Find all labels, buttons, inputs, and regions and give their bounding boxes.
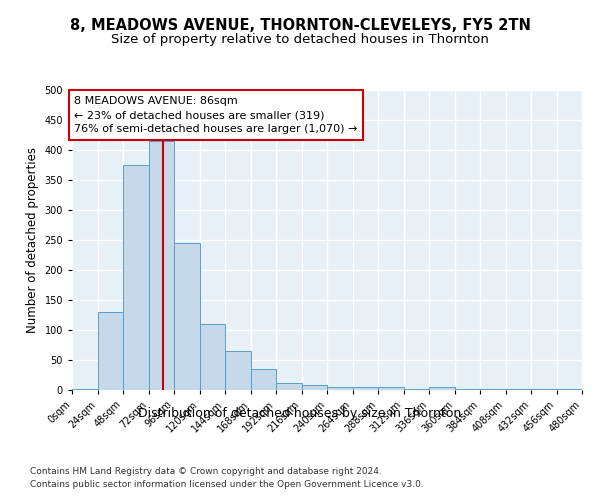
Bar [327,387,353,390]
Bar [174,243,199,390]
Text: 8, MEADOWS AVENUE, THORNTON-CLEVELEYS, FY5 2TN: 8, MEADOWS AVENUE, THORNTON-CLEVELEYS, F… [70,18,530,32]
Bar [225,351,251,390]
Text: Contains public sector information licensed under the Open Government Licence v3: Contains public sector information licen… [30,480,424,489]
Text: 8 MEADOWS AVENUE: 86sqm
← 23% of detached houses are smaller (319)
76% of semi-d: 8 MEADOWS AVENUE: 86sqm ← 23% of detache… [74,96,358,134]
Bar [123,165,149,390]
Bar [480,389,505,390]
Bar [251,369,276,390]
Bar [455,389,480,390]
Bar [557,389,582,390]
Bar [302,385,327,390]
Text: Contains HM Land Registry data © Crown copyright and database right 2024.: Contains HM Land Registry data © Crown c… [30,468,382,476]
Bar [429,387,455,390]
Text: Distribution of detached houses by size in Thornton: Distribution of detached houses by size … [139,408,461,420]
Y-axis label: Number of detached properties: Number of detached properties [26,147,39,333]
Bar [199,324,225,390]
Bar [378,387,404,390]
Bar [149,141,174,390]
Bar [353,387,378,390]
Text: Size of property relative to detached houses in Thornton: Size of property relative to detached ho… [111,32,489,46]
Bar [97,312,123,390]
Bar [276,383,302,390]
Bar [72,389,97,390]
Bar [404,389,429,390]
